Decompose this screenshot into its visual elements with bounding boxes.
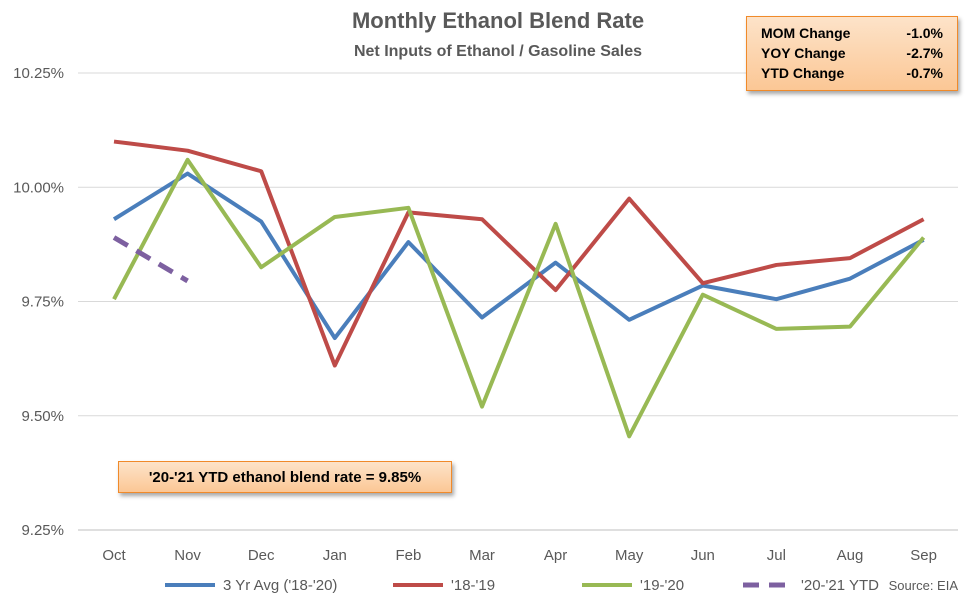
x-tick-label: Jun (691, 547, 715, 564)
x-tick-label: Apr (544, 547, 567, 564)
legend-label: '20-'21 YTD (801, 577, 879, 594)
change-stats-box: MOM Change -1.0% YOY Change -2.7% YTD Ch… (746, 16, 958, 91)
x-tick-label: Mar (469, 547, 495, 564)
stat-row-ytd: YTD Change -0.7% (761, 63, 943, 83)
stat-label: YOY Change (761, 45, 846, 61)
y-tick-label: 10.00% (13, 179, 64, 196)
y-tick-label: 9.25% (21, 522, 64, 539)
y-tick-label: 9.50% (21, 408, 64, 425)
stat-row-mom: MOM Change -1.0% (761, 23, 943, 43)
series-line (112, 157, 926, 439)
series-line (112, 171, 925, 341)
ytd-note-text: '20-'21 YTD ethanol blend rate = 9.85% (148, 468, 422, 486)
x-tick-label: Feb (395, 547, 421, 564)
x-tick-label: Oct (102, 547, 126, 564)
stat-label: YTD Change (761, 65, 845, 81)
series-line (113, 139, 925, 368)
stat-label: MOM Change (761, 25, 851, 41)
y-tick-label: 9.75% (21, 294, 64, 311)
stat-value: -0.7% (906, 65, 943, 81)
x-tick-label: Jan (323, 547, 347, 564)
x-tick-label: Dec (248, 547, 275, 564)
x-tick-label: Sep (910, 547, 937, 564)
x-tick-label: Jul (767, 547, 786, 564)
series-line (112, 235, 189, 284)
source-label: Source: EIA (889, 578, 959, 593)
x-tick-label: Nov (174, 547, 201, 564)
stat-value: -1.0% (906, 25, 943, 41)
stat-value: -2.7% (906, 45, 943, 61)
chart-subtitle: Net Inputs of Ethanol / Gasoline Sales (354, 43, 642, 60)
chart-title: Monthly Ethanol Blend Rate (352, 8, 644, 33)
x-tick-label: May (615, 547, 644, 564)
y-tick-label: 10.25% (13, 65, 64, 82)
x-tick-label: Aug (837, 547, 864, 564)
legend-label: 3 Yr Avg ('18-'20) (223, 577, 337, 594)
ytd-note-box: '20-'21 YTD ethanol blend rate = 9.85% (118, 461, 452, 493)
legend-label: '18-'19 (451, 577, 495, 594)
stat-row-yoy: YOY Change -2.7% (761, 43, 943, 63)
legend-label: '19-'20 (640, 577, 684, 594)
